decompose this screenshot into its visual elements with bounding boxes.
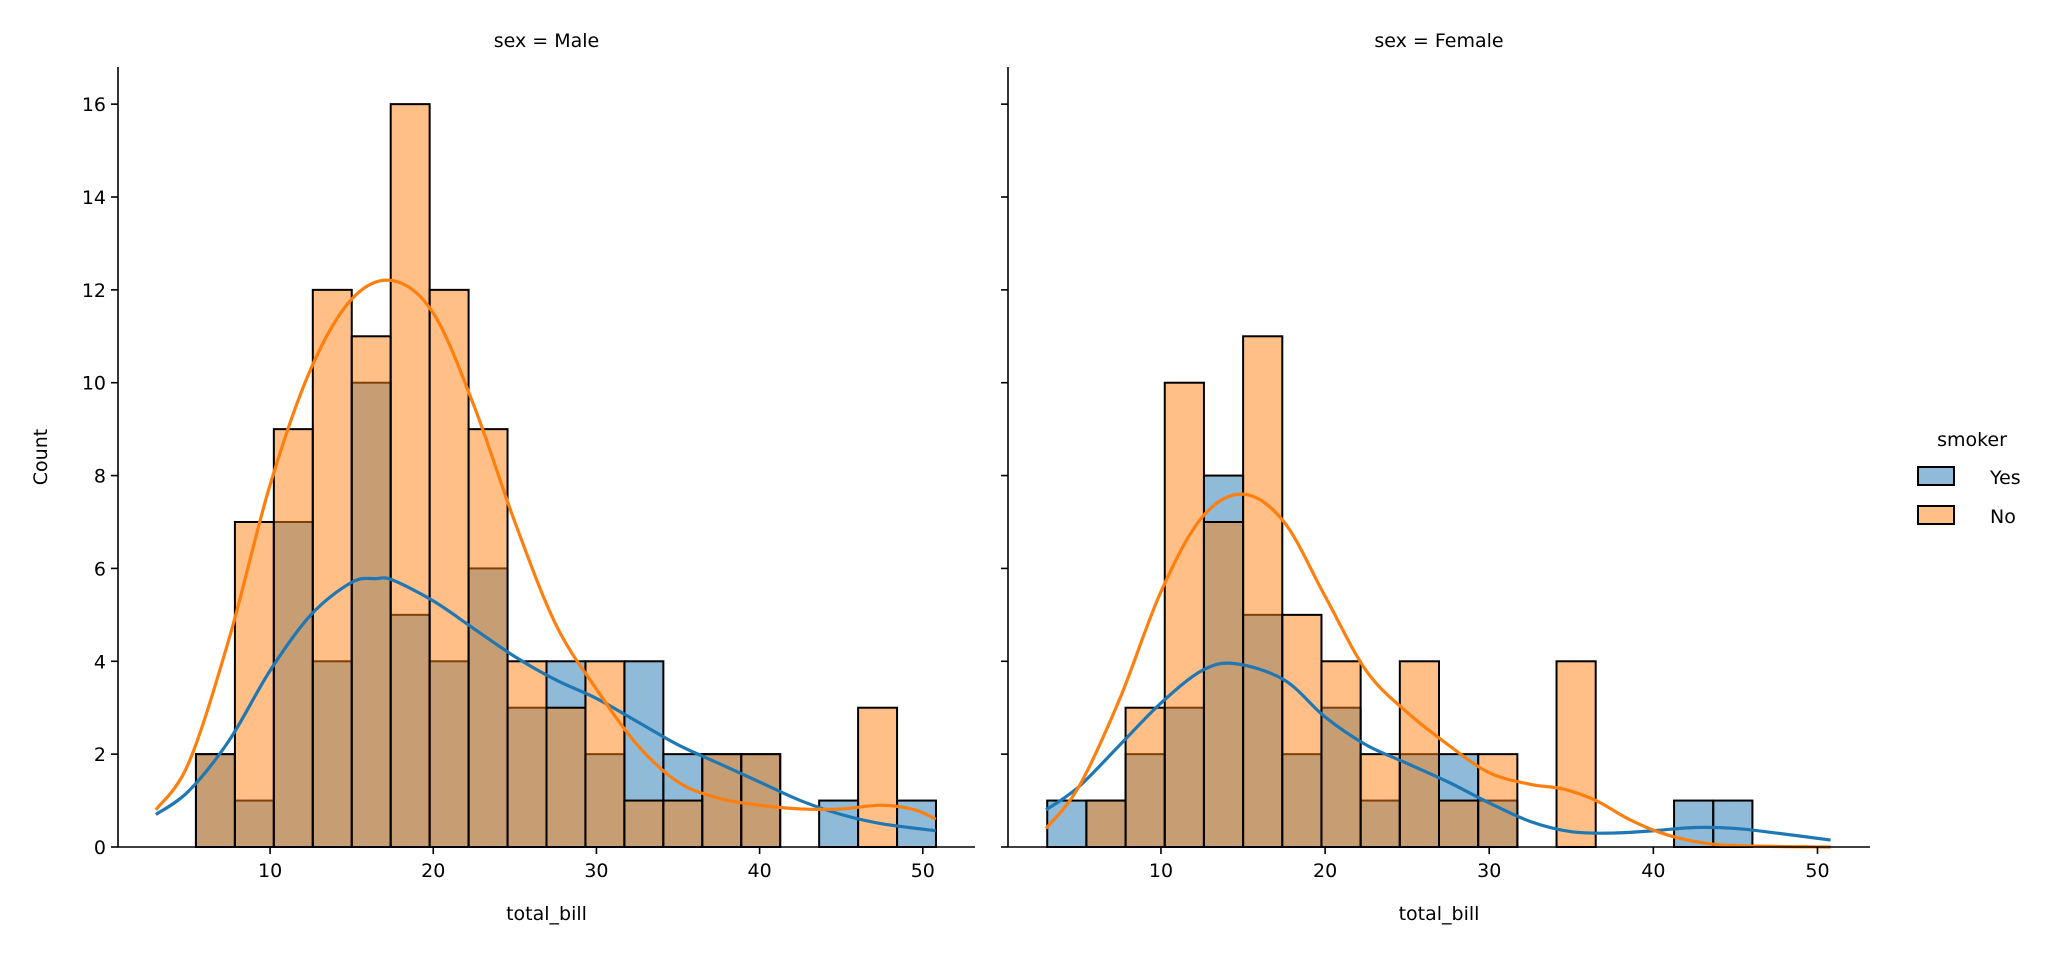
- kde-line-yes: [1045, 661, 1831, 842]
- x-axis-label: total_bill: [506, 903, 587, 925]
- histogram-bar-no: [623, 799, 665, 848]
- histogram-bar-no: [428, 288, 470, 849]
- histogram-bar-yes: [1046, 799, 1088, 848]
- x-tick-label: 30: [1477, 860, 1501, 882]
- x-tick-label: 30: [584, 860, 608, 882]
- panel-0: 10 20 30 40 50 0 2 4 6 8 10 12 14 16 total_bill sex = M…: [30, 30, 975, 925]
- x-tick-label: 20: [1313, 860, 1337, 882]
- legend-label-yes: Yes: [1989, 467, 2021, 489]
- y-tick-label: 0: [94, 837, 106, 859]
- legend: smoker Yes No: [1917, 429, 2021, 528]
- histogram-bar-no: [662, 799, 704, 848]
- y-tick-label: 14: [82, 187, 106, 209]
- y-axis-label: Count: [30, 429, 52, 485]
- y-tick-label: 10: [82, 373, 106, 395]
- x-tick-label: 10: [258, 860, 282, 882]
- histogram-bar-no: [350, 335, 392, 848]
- kde-line-no: [1044, 492, 1831, 849]
- y-tick-label: 8: [94, 466, 106, 488]
- y-tick-label: 2: [94, 744, 106, 766]
- y-tick-label: 6: [94, 558, 106, 580]
- y-tick-label: 12: [82, 280, 106, 302]
- kde-line-yes: [154, 576, 937, 833]
- histogram-bar-no: [1163, 381, 1205, 848]
- histogram-bar-no: [545, 706, 587, 849]
- legend-label-no: No: [1990, 506, 2016, 528]
- histogram-bar-no: [194, 753, 236, 849]
- histogram-bar-no: [311, 288, 353, 849]
- panel-title: sex = Male: [494, 30, 600, 52]
- histogram-bar-no: [1085, 799, 1127, 848]
- histogram-bar-no: [1124, 706, 1166, 849]
- panel-title: sex = Female: [1374, 30, 1503, 52]
- x-tick-label: 40: [748, 860, 772, 882]
- histogram-bar-no: [1438, 799, 1480, 848]
- histogram-bar-no: [584, 660, 626, 848]
- histogram-bar-no: [389, 103, 431, 848]
- histogram-bar-no: [1202, 521, 1245, 848]
- panel-1: 10 20 30 40 50 total_bill sex = Female: [1001, 30, 1870, 925]
- y-tick-label: 4: [94, 651, 106, 673]
- histogram-bar-no: [1359, 753, 1401, 849]
- histogram-bar-no: [233, 521, 275, 848]
- histogram-bar-no: [740, 753, 782, 849]
- kde-line-no: [154, 278, 937, 821]
- x-tick-label: 40: [1641, 860, 1665, 882]
- legend-swatch-no: [1917, 505, 1955, 525]
- legend-swatch-yes: [1917, 466, 1955, 486]
- histogram-bar-no: [1242, 335, 1284, 848]
- y-tick-label: 16: [82, 94, 106, 116]
- histogram-bar-no: [1555, 660, 1597, 848]
- x-tick-label: 20: [421, 860, 445, 882]
- histogram-bar-no: [1320, 660, 1362, 848]
- histogram-bar-no: [1281, 613, 1323, 848]
- legend-title: smoker: [1937, 429, 2007, 451]
- x-tick-label: 50: [911, 860, 935, 882]
- x-tick-label: 10: [1149, 860, 1173, 882]
- x-axis-label: total_bill: [1399, 903, 1480, 925]
- histogram-bar-no: [1398, 660, 1440, 848]
- histogram-bar-no: [506, 660, 548, 848]
- x-tick-label: 50: [1805, 860, 1829, 882]
- histogram-bar-yes: [1712, 799, 1754, 848]
